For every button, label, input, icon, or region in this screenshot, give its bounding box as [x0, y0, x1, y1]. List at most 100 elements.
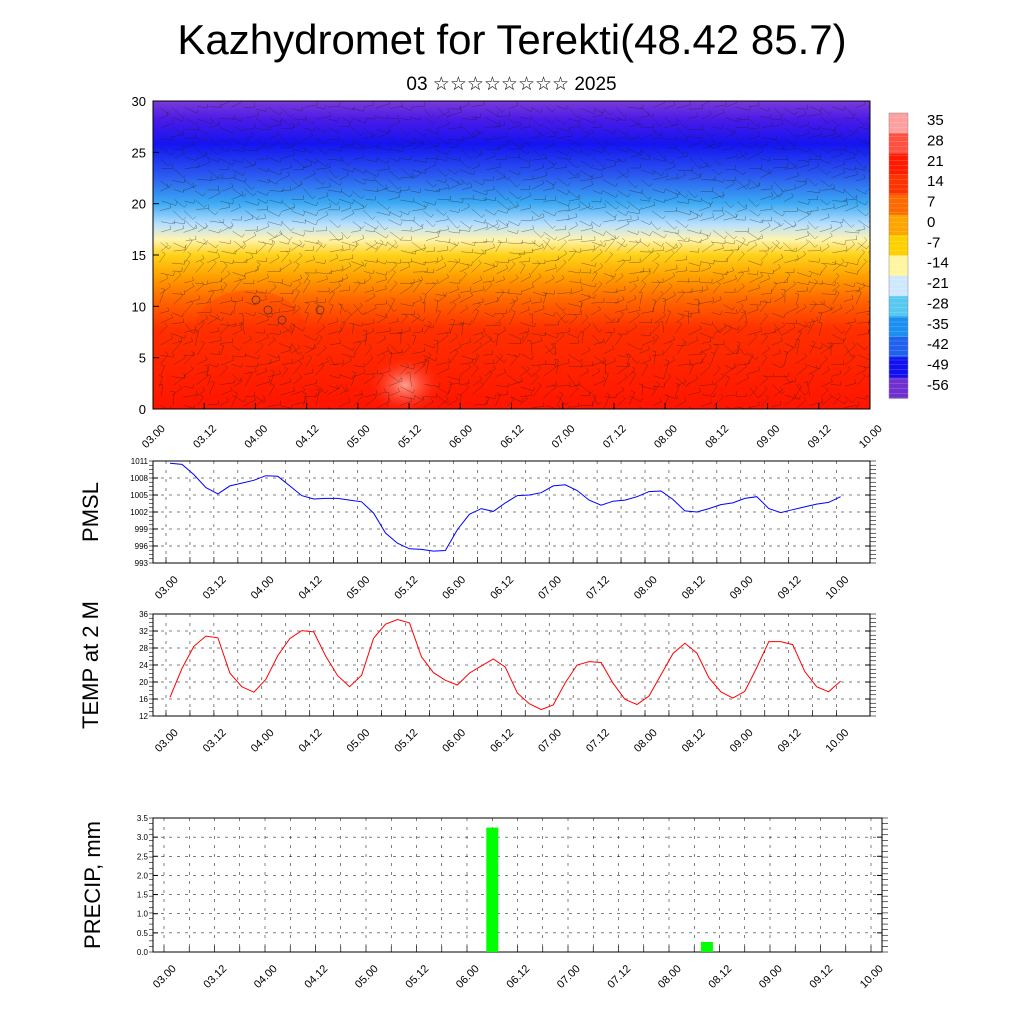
wind-barb [496, 155, 507, 160]
wind-barb [458, 323, 463, 336]
wind-barb [339, 254, 354, 261]
wind-barb [843, 365, 851, 376]
wind-barb [351, 302, 363, 315]
wind-barb [675, 321, 683, 334]
wind-barb [640, 107, 655, 117]
wind-barb [256, 289, 267, 294]
wind-barb [688, 262, 702, 267]
wind-barb [545, 132, 557, 138]
wind-barb [291, 240, 303, 251]
wind-barb [797, 211, 810, 222]
wind-barb [700, 332, 715, 339]
wind-barb [484, 296, 499, 305]
wind-barb [760, 251, 768, 261]
wind-barb [304, 311, 309, 323]
wind-barb [233, 240, 247, 250]
wind-barb [627, 323, 638, 334]
y-tick-label: 0.0 [137, 948, 149, 957]
wind-barb [772, 263, 781, 273]
wind-barb [689, 286, 703, 293]
wind-barb [602, 147, 613, 155]
wind-barb [375, 271, 388, 276]
wind-barb [615, 200, 630, 210]
wind-barb [425, 232, 440, 241]
wind-barb [183, 337, 193, 345]
wind-barb [653, 198, 666, 203]
wind-barb [807, 195, 818, 201]
wind-barb [617, 330, 628, 335]
wind-barb [519, 306, 530, 314]
wind-barb [713, 365, 721, 377]
wind-barb [568, 107, 581, 118]
wind-barb [400, 216, 415, 222]
wind-barb [856, 138, 870, 144]
wind-barb [232, 138, 248, 147]
wind-barb [699, 285, 709, 293]
wind-barb [724, 210, 739, 218]
wind-barb [725, 239, 736, 245]
wind-barb [749, 386, 761, 399]
wind-barb [460, 248, 474, 254]
wind-barb [184, 199, 195, 204]
wind-barb [687, 125, 703, 130]
wind-barb [712, 191, 725, 199]
wind-barb [448, 123, 462, 130]
wind-barb [353, 153, 365, 160]
x-tick-label: 04.12 [302, 963, 330, 991]
wind-barb [663, 356, 676, 367]
wind-barb [567, 354, 583, 363]
wind-barb [807, 206, 819, 212]
wind-barb [257, 198, 269, 204]
wind-barb [759, 222, 771, 233]
wind-barb [483, 196, 497, 201]
wind-barb [170, 391, 175, 406]
wind-barb [424, 188, 441, 193]
wind-barb [593, 338, 605, 345]
x-tick-label: 08.00 [632, 727, 660, 755]
wind-barb [603, 273, 616, 278]
x-tick-label: 09.12 [807, 963, 835, 991]
wind-barb [184, 404, 196, 409]
wind-barb [353, 279, 366, 284]
wind-barb [314, 303, 319, 314]
wind-barb [796, 286, 808, 292]
wind-barb [459, 194, 474, 200]
wind-barb [316, 182, 331, 189]
wind-barb [725, 129, 735, 138]
wind-barb [629, 150, 643, 158]
wind-barb [302, 278, 311, 293]
wind-barb [844, 202, 859, 212]
wind-barb [220, 296, 233, 304]
wind-barb [820, 263, 827, 274]
wind-barb [795, 303, 807, 314]
colorbar-label: -56 [927, 377, 949, 394]
x-tick-label: 04.00 [249, 727, 277, 755]
wind-barb [675, 289, 685, 303]
wind-barb [821, 290, 837, 295]
wind-barb [208, 229, 221, 234]
wind-barb [269, 157, 282, 163]
wind-barb [365, 239, 378, 251]
x-tick-label: 04.12 [294, 423, 322, 451]
wind-barb [281, 203, 296, 212]
wind-barb [495, 189, 510, 201]
wind-barb [556, 391, 564, 407]
wind-barb [713, 158, 724, 166]
wind-barb [687, 197, 702, 202]
wind-barb [376, 157, 390, 164]
wind-barb [701, 240, 714, 253]
wind-barb [507, 139, 523, 148]
wind-barb [405, 372, 412, 387]
colorbar-label: -21 [927, 275, 949, 292]
wind-barb [304, 246, 314, 252]
wind-barb [665, 188, 681, 196]
wind-barb [494, 132, 508, 139]
wind-barb [195, 387, 206, 398]
wind-barb [279, 259, 292, 272]
wind-barb [520, 353, 534, 360]
wind-barb [460, 286, 472, 293]
wind-barb [496, 170, 511, 180]
wind-barb [688, 350, 703, 356]
wind-barb [388, 157, 401, 162]
wind-barb [449, 279, 461, 284]
